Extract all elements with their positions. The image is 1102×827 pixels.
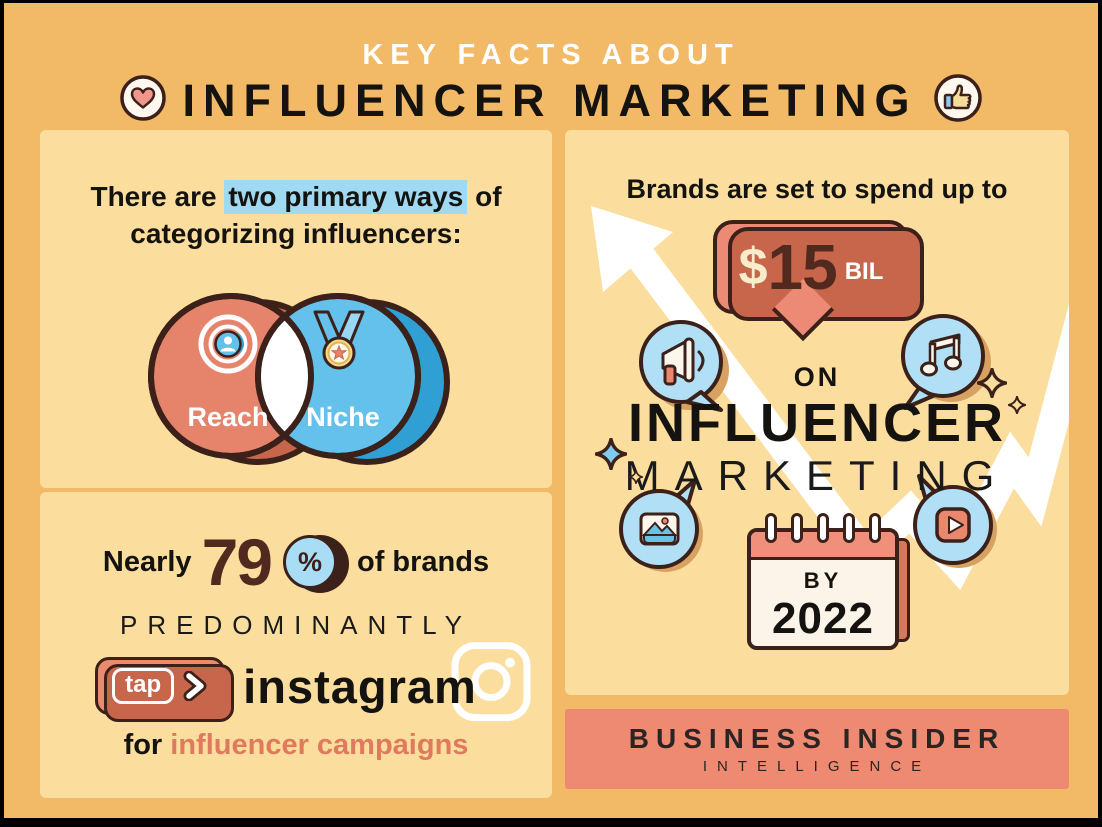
sparkle-icon-blue [594, 437, 628, 475]
categorization-panel: There are two primary ways of categorizi… [40, 130, 552, 488]
spend-heading: Brands are set to spend up to [626, 174, 1008, 204]
venn-diagram: Reach Niche [40, 264, 552, 496]
instagram-icon [447, 638, 535, 731]
cat-text-highlight: two primary ways [224, 180, 468, 214]
platform-name: instagram [243, 659, 477, 713]
infographic: KEY FACTS ABOUT INFLUENCER MARKETING The… [4, 3, 1098, 818]
campaign-line: for influencer campaigns [124, 729, 469, 762]
source-banner: BUSINESS INSIDER INTELLIGENCE [565, 709, 1069, 789]
photo-bubble-icon [605, 472, 715, 587]
thumbs-up-icon [933, 73, 983, 128]
spend-panel: Brands are set to spend up to $ 15 BIL [565, 130, 1069, 695]
sparkle-icon [628, 469, 644, 489]
heart-icon [119, 74, 167, 127]
stat-adverb: PREDOMINANTLY [120, 610, 472, 640]
header-kicker: KEY FACTS ABOUT [362, 39, 740, 71]
categorization-text: There are two primary ways of categorizi… [40, 178, 552, 252]
video-bubble-icon [897, 468, 1007, 583]
music-bubble-icon [887, 308, 999, 425]
cat-text-after: of [467, 181, 502, 212]
campaign-prefix: for [123, 729, 171, 761]
instagram-stat-panel: Nearly 79 % of brands PREDOMINANTLY tap [40, 492, 552, 798]
stat-prefix: Nearly [102, 545, 192, 578]
spend-title-line1: INFLUENCER [628, 393, 1006, 453]
calendar-by-label: BY [803, 568, 843, 593]
sparkle-icon [976, 367, 1008, 403]
megaphone-bubble-icon [627, 312, 739, 429]
percent-badge-icon: % [282, 535, 337, 589]
spend-title-line2: MARKETING [624, 452, 1010, 499]
page-title: INFLUENCER MARKETING [182, 74, 918, 126]
amount-unit: BIL [844, 258, 884, 285]
source-brand: BUSINESS INSIDER [628, 723, 1006, 754]
chevron-right-icon [183, 671, 207, 701]
amount-value: 15 [767, 231, 838, 303]
currency-symbol: $ [738, 238, 768, 296]
sparkle-icon [1007, 395, 1027, 419]
campaign-highlight: influencer campaigns [170, 729, 469, 761]
calendar-body: BY 2022 [747, 528, 899, 650]
calendar-icon: BY 2022 [747, 513, 910, 650]
instagram-wordmark: instagram [243, 642, 531, 722]
cat-text-line2: categorizing influencers: [130, 218, 462, 249]
niche-medal-icon [313, 310, 365, 370]
amount-speech-bubble: $ 15 BIL [713, 220, 909, 314]
venn-right-label: Niche [306, 402, 380, 432]
stat-number: 79 [201, 525, 273, 599]
header-title-row: INFLUENCER MARKETING [4, 73, 1098, 128]
tap-label: tap [112, 668, 175, 704]
stat-row: Nearly 79 % of brands [102, 525, 490, 599]
source-division: INTELLIGENCE [702, 758, 932, 775]
tap-button: tap [95, 657, 226, 715]
calendar-year: 2022 [772, 594, 874, 643]
reach-target-icon [198, 314, 258, 374]
spend-on-word: ON [793, 362, 841, 392]
instagram-row: tap instagram [95, 642, 531, 722]
stat-suffix: of brands [356, 545, 490, 578]
cat-text-before: There are [90, 181, 225, 212]
venn-left-label: Reach [187, 402, 268, 432]
